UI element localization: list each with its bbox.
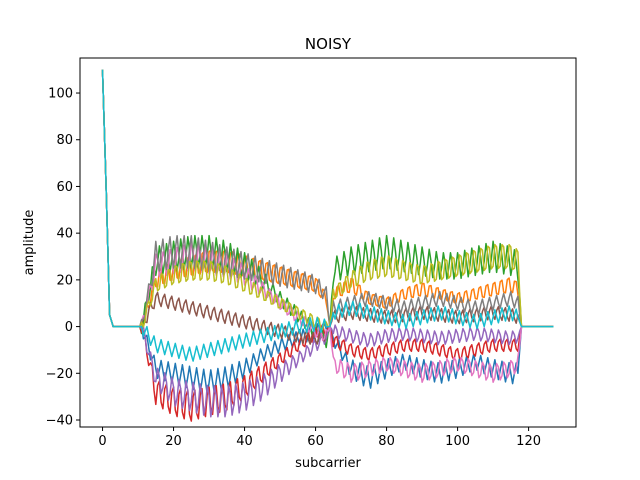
y-tick-label: −40 [46,413,73,428]
x-tick-label: 40 [236,434,253,449]
series-line-10 [101,69,554,362]
series-layer [101,69,554,422]
y-tick-label: 100 [48,87,73,102]
y-tick-label: −20 [46,367,73,382]
x-tick-label: 60 [307,434,324,449]
series-line-4 [101,69,554,422]
y-tick-label: 60 [56,180,73,195]
y-tick-label: 80 [56,133,73,148]
plot-frame [79,57,577,428]
series-line-8 [101,69,554,328]
y-tick-label: 40 [56,227,73,242]
y-axis: −40 −20 0 20 40 60 80 100 [46,87,80,428]
y-axis-label: amplitude [22,210,37,276]
x-axis: 0 20 40 60 80 100 120 [98,427,541,449]
x-tick-label: 80 [378,434,395,449]
y-tick-label: 0 [65,320,73,335]
x-axis-label: subcarrier [295,456,361,471]
x-tick-label: 0 [98,434,106,449]
chart-title: NOISY [305,35,352,53]
x-tick-label: 100 [445,434,470,449]
x-tick-label: 120 [516,434,541,449]
x-tick-label: 20 [165,434,182,449]
y-tick-label: 20 [56,273,73,288]
